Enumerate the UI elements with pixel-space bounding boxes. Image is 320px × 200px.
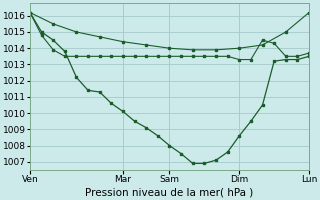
X-axis label: Pression niveau de la mer( hPa ): Pression niveau de la mer( hPa ) [85,187,254,197]
